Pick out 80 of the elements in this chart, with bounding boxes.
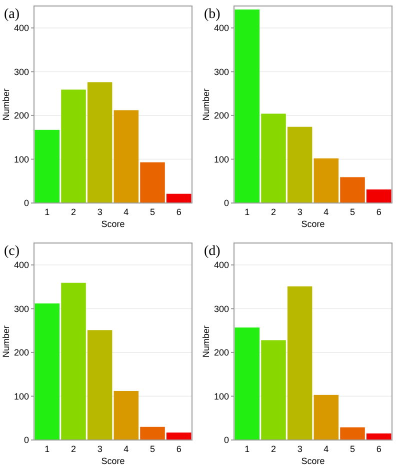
y-tick-label: 100 [14,154,29,164]
bar [314,158,339,203]
y-axis-title: Number [1,325,11,358]
x-axis-title: Score [101,456,125,466]
x-tick-label: 3 [297,444,302,454]
bar [261,340,286,440]
bar [61,90,86,203]
y-tick-label: 100 [214,154,229,164]
chart-title: (a) [4,7,20,22]
x-tick-label: 4 [124,207,129,217]
bar [234,327,260,440]
x-tick-label: 6 [176,444,182,454]
x-tick-label: 1 [244,444,250,454]
bar [140,162,165,203]
x-tick-label: 6 [376,444,382,454]
x-tick-label: 3 [97,444,102,454]
y-tick-label: 100 [214,391,229,402]
x-tick-label: 2 [270,444,276,454]
bar [34,303,60,440]
x-tick-label: 2 [70,207,76,217]
bar [366,433,392,440]
x-axis-title: Score [301,456,325,466]
y-axis-title: Number [1,88,11,121]
y-tick-label: 400 [14,260,29,270]
x-tick-label: 2 [70,444,76,454]
bar [87,82,112,203]
y-tick-label: 0 [24,198,29,208]
x-tick-label: 2 [270,207,276,217]
chart-title: (d) [204,244,221,259]
bar [340,427,365,440]
x-axis-title: Score [101,219,125,229]
bar [140,426,165,440]
y-tick-label: 400 [14,23,29,34]
x-tick-label: 5 [150,207,156,217]
bar [61,282,86,440]
x-tick-label: 4 [324,207,329,217]
bar [234,10,260,203]
x-axis-title: Score [301,219,325,229]
bar [261,114,286,203]
x-tick-label: 5 [150,444,156,454]
bar [34,130,60,203]
bar [166,432,192,440]
bar [114,110,139,203]
bar [114,390,139,440]
y-tick-label: 200 [14,348,29,358]
y-axis-title: Number [201,325,211,358]
y-tick-label: 300 [14,66,29,77]
y-tick-label: 0 [224,198,229,208]
bar [87,330,112,440]
x-tick-label: 5 [350,444,356,454]
chart-title: (c) [4,244,20,259]
chart-title: (b) [204,7,221,22]
bar [340,177,365,203]
x-tick-label: 5 [350,207,356,217]
x-tick-label: 4 [124,444,129,454]
y-tick-label: 400 [214,23,229,34]
x-tick-label: 1 [244,207,250,217]
y-tick-label: 200 [214,110,229,121]
y-tick-label: 300 [214,304,229,314]
x-tick-label: 1 [44,207,50,217]
x-tick-label: 3 [297,207,302,217]
x-tick-label: 6 [376,207,382,217]
y-tick-label: 0 [224,435,229,446]
y-tick-label: 0 [24,435,29,446]
bar [366,189,392,203]
y-tick-label: 400 [214,260,229,270]
x-tick-label: 3 [97,207,102,217]
bar [287,286,312,440]
x-tick-label: 6 [176,207,182,217]
bar [314,394,339,440]
bar [166,194,192,203]
x-tick-label: 1 [44,444,50,454]
y-tick-label: 300 [14,304,29,314]
y-tick-label: 100 [14,391,29,402]
y-tick-label: 200 [14,110,29,121]
y-tick-label: 300 [214,66,229,77]
x-tick-label: 4 [324,444,329,454]
bar [287,126,312,203]
y-tick-label: 200 [214,348,229,358]
y-axis-title: Number [201,88,211,121]
